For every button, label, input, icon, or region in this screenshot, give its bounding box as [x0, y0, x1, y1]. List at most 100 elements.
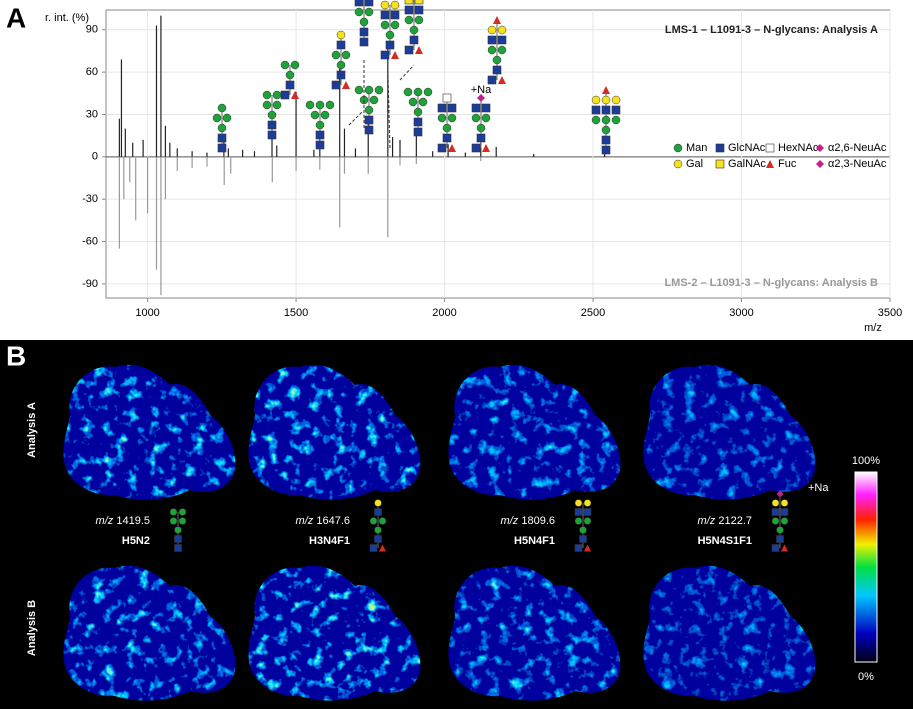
glycan-symbol [381, 1, 389, 9]
glycan-symbol [218, 134, 226, 142]
glycan-symbol [386, 41, 394, 49]
colorbar-label: 0% [858, 671, 874, 683]
glycan-symbol [772, 545, 779, 552]
glycan-symbol [370, 96, 378, 104]
ion-mz: m/z 1647.6 [296, 515, 350, 527]
glycan-symbol [337, 61, 345, 69]
glycan-symbol [493, 56, 501, 64]
glycan-symbol [602, 106, 610, 114]
glycan-symbol [575, 509, 582, 516]
y-tick-label: 90 [86, 24, 98, 36]
glycan-symbol [175, 527, 182, 534]
glycan-symbol [772, 500, 779, 507]
ion-name: H5N4F1 [514, 535, 555, 547]
glycan-symbol [355, 86, 363, 94]
glycan-symbol [337, 71, 345, 79]
legend-label: HexNAc [778, 142, 819, 154]
glycan-symbol [716, 144, 724, 152]
legend-label: α2,6-NeuAc [828, 142, 887, 154]
colorbar-label: 100% [852, 455, 880, 467]
glycan-symbol [263, 91, 271, 99]
glycan-symbol [575, 500, 582, 507]
legend-label: α2,3-NeuAc [828, 158, 887, 170]
glycan-symbol [286, 81, 294, 89]
glycan-symbol [612, 116, 620, 124]
glycan-symbol [337, 31, 345, 39]
glycan-symbol [379, 518, 386, 525]
glycan-symbol [592, 116, 600, 124]
glycan-symbol [170, 509, 177, 516]
glycan-symbol [404, 88, 412, 96]
glycan-symbol [584, 518, 591, 525]
glycan-symbol [360, 38, 368, 46]
mz-value: 1647.6 [316, 515, 350, 527]
mz-prefix: m/z [96, 515, 114, 527]
glycan-symbol [306, 101, 314, 109]
glycan-symbol [218, 144, 226, 152]
glycan-symbol [386, 31, 394, 39]
glycan-symbol [365, 106, 373, 114]
glycan-symbol [391, 11, 399, 19]
glycan-symbol [375, 86, 383, 94]
glycan-symbol [405, 16, 413, 24]
glycan-symbol [488, 76, 496, 84]
legend-label: Fuc [778, 158, 797, 170]
glycan-symbol [360, 28, 368, 36]
panel-a-bg [0, 0, 913, 340]
glycan-symbol [273, 91, 281, 99]
series-name: LMS-1 – L1091-3 – N-glycans: Analysis A [665, 24, 878, 36]
glycan-symbol [370, 545, 377, 552]
glycan-symbol [592, 96, 600, 104]
glycan-symbol [438, 104, 446, 112]
x-tick-label: 1500 [284, 307, 308, 319]
glycan-symbol [781, 518, 788, 525]
ion-name: H3N4F1 [309, 535, 350, 547]
ion-mz: m/z 2122.7 [698, 515, 752, 527]
ion-name: H5N4S1F1 [698, 535, 752, 547]
glycan-symbol [175, 545, 182, 552]
x-tick-label: 2500 [581, 307, 605, 319]
glycan-symbol [498, 36, 506, 44]
glycan-symbol [316, 131, 324, 139]
x-axis-label: m/z [864, 322, 882, 334]
glycan-symbol [443, 134, 451, 142]
ion-mz: m/z 1809.6 [501, 515, 555, 527]
glycan-symbol [365, 126, 373, 134]
glycan-symbol [777, 527, 784, 534]
glycan-symbol [414, 118, 422, 126]
glycan-symbol [375, 527, 382, 534]
glycan-symbol [337, 41, 345, 49]
glycan-symbol [580, 536, 587, 543]
glycan-symbol [268, 131, 276, 139]
glycan-symbol [443, 94, 451, 102]
glycan-symbol [218, 104, 226, 112]
glycan-symbol [291, 61, 299, 69]
figure: A B r. int. (%) m/z -90-60-3003060901000… [0, 0, 913, 709]
glycan-symbol [365, 0, 373, 6]
annotation: +Na [808, 482, 829, 494]
glycan-symbol [415, 16, 423, 24]
glycan-symbol [602, 116, 610, 124]
glycan-symbol [612, 96, 620, 104]
glycan-symbol [472, 144, 480, 152]
glycan-symbol [448, 114, 456, 122]
glycan-symbol [602, 126, 610, 134]
glycan-symbol [268, 121, 276, 129]
glycan-symbol [409, 98, 417, 106]
glycan-symbol [602, 136, 610, 144]
glycan-symbol [375, 500, 382, 507]
mz-prefix: m/z [501, 515, 519, 527]
glycan-symbol [438, 144, 446, 152]
y-tick-label: -90 [82, 278, 98, 290]
mz-value: 1809.6 [521, 515, 555, 527]
mz-value: 2122.7 [718, 515, 752, 527]
y-tick-label: -30 [82, 193, 98, 205]
glycan-symbol [170, 518, 177, 525]
glycan-symbol [321, 111, 329, 119]
annotation: +Na [471, 84, 492, 96]
glycan-symbol [493, 66, 501, 74]
glycan-symbol [580, 527, 587, 534]
glycan-symbol [472, 104, 480, 112]
glycan-symbol [777, 536, 784, 543]
panel-label: A [6, 2, 26, 33]
